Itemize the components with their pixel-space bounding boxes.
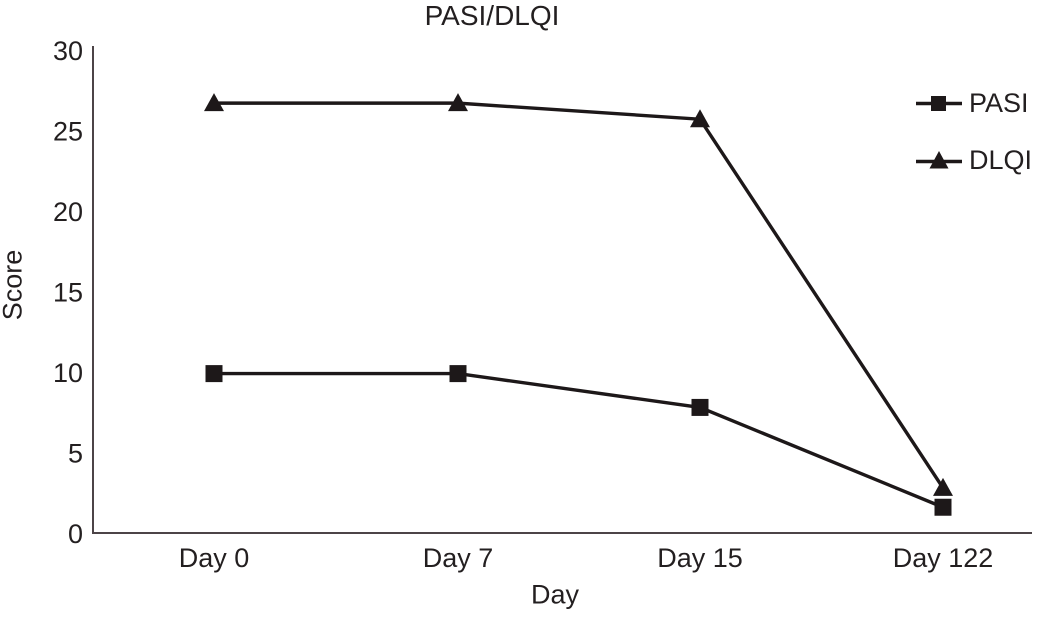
data-point-square [205,365,223,383]
legend-item-pasi: PASI [916,88,1032,118]
x-tick-label: Day 122 [893,543,994,573]
data-point-triangle [933,477,953,496]
data-point-triangle [690,109,710,128]
data-point-square [934,498,952,516]
y-tick-label: 20 [53,197,83,227]
data-point-triangle [204,93,224,112]
legend-label-pasi: PASI [969,87,1029,118]
y-tick-label: 0 [68,519,83,549]
series-line-pasi [214,371,944,509]
y-tick-label: 10 [53,358,83,388]
legend-label-dlqi: DLQI [969,144,1033,175]
series-line-dlqi [214,101,945,489]
y-tick-label: 25 [53,117,83,147]
x-axis-label: Day [530,579,580,610]
data-point-square [449,365,467,383]
y-tick-label: 15 [53,278,83,308]
chart-title: PASI/DLQI [424,0,560,31]
legend: PASI DLQI [916,88,1032,202]
legend-item-dlqi: DLQI [916,145,1032,175]
x-tick-label: Day 15 [657,543,743,573]
x-tick-label: Day 7 [423,543,494,573]
triangle-marker-icon [916,150,962,168]
data-point-square [691,398,709,416]
y-tick-label: 5 [68,439,83,469]
y-tick-label: 30 [53,36,83,66]
data-point-triangle [448,93,468,112]
x-tick-label: Day 0 [179,543,250,573]
square-marker-icon [916,95,962,111]
